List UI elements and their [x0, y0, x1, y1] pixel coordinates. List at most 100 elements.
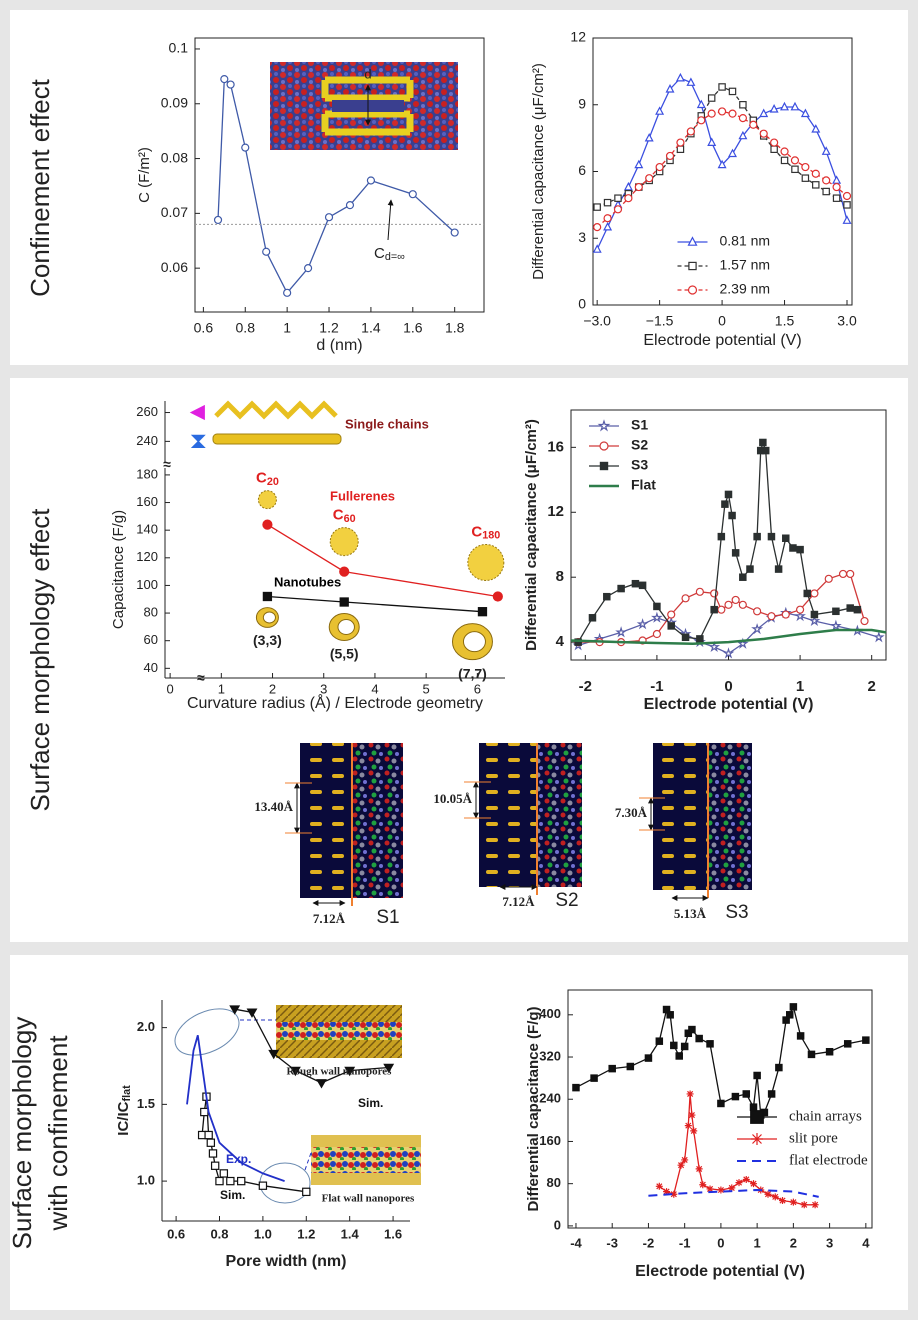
marker	[728, 148, 737, 158]
pore-insets	[174, 1005, 421, 1204]
marker	[676, 145, 685, 154]
marker	[731, 549, 740, 557]
marker	[781, 610, 790, 619]
marker	[750, 1180, 758, 1188]
x-tick-label: 0	[717, 1235, 724, 1250]
point-label-sub: 20	[267, 476, 279, 488]
marker	[810, 589, 819, 598]
marker	[696, 635, 704, 643]
marker	[746, 565, 754, 573]
snapshot-name: S2	[555, 890, 578, 911]
marker	[653, 602, 661, 611]
annotation-sub: d=∞	[385, 251, 405, 263]
marker	[670, 1041, 678, 1050]
marker	[796, 545, 804, 554]
y-tick-label: 3	[578, 229, 586, 245]
marker	[665, 84, 675, 93]
marker	[681, 633, 690, 642]
marker	[675, 72, 685, 82]
snapshot-ions	[352, 743, 403, 898]
marker	[690, 1127, 698, 1135]
group-label: Fullerenes	[330, 488, 395, 503]
nanotube-icon	[462, 631, 486, 653]
marker	[759, 108, 769, 118]
plot-frame	[194, 37, 485, 313]
marker	[731, 595, 740, 605]
marker	[822, 176, 831, 185]
marker	[707, 109, 716, 118]
marker	[696, 99, 706, 109]
y-tick-label: 240	[539, 1091, 561, 1106]
marker	[200, 1107, 209, 1117]
y-tick-label: 4	[556, 633, 565, 650]
y-tick-label: 80	[547, 1175, 561, 1190]
marker	[750, 1110, 764, 1124]
marker	[738, 113, 748, 123]
panel	[10, 10, 908, 365]
series-line	[648, 1188, 819, 1198]
point-label: (5,5)	[330, 646, 359, 662]
marker	[615, 626, 627, 638]
marker	[603, 222, 613, 231]
marker	[652, 629, 662, 639]
marker	[681, 594, 690, 603]
marker	[739, 573, 747, 581]
marker	[339, 597, 349, 607]
marker	[608, 1064, 616, 1073]
marker	[742, 1175, 750, 1183]
marker	[842, 215, 852, 224]
marker	[208, 1149, 218, 1158]
x-tick-label: 2	[868, 678, 876, 695]
marker	[241, 143, 250, 152]
x-axis-label: Electrode potential (V)	[643, 332, 801, 349]
y-tick-label: 9	[578, 95, 586, 111]
y-axis-label-sub: flat	[121, 1085, 133, 1102]
marker	[749, 120, 758, 129]
marker	[751, 1133, 763, 1145]
marker	[686, 1090, 694, 1098]
marker	[779, 1197, 787, 1205]
marker	[838, 569, 848, 579]
y-axis-label: Differential capacitance (μF/cm²)	[523, 419, 540, 651]
marker	[708, 640, 721, 652]
marker	[210, 1161, 220, 1170]
marker	[728, 109, 737, 118]
marker	[599, 441, 609, 451]
marker	[846, 569, 855, 579]
y-axis-label: Capacitance (F/g)	[110, 510, 127, 629]
fullerene-icon	[257, 490, 277, 510]
x-tick-label: -2	[579, 678, 592, 695]
marker	[718, 83, 726, 91]
y-tick-label: 12	[570, 29, 586, 45]
marker	[655, 106, 665, 115]
pore-inset	[270, 62, 458, 150]
marker	[769, 104, 779, 113]
x-tick-label: 0	[167, 681, 174, 696]
marker	[736, 637, 749, 649]
marker	[782, 534, 790, 542]
inset-caption: Flat wall nanopores	[322, 1193, 415, 1205]
snapshot-electrode	[300, 743, 352, 898]
marker	[206, 1138, 216, 1147]
marker	[753, 532, 761, 541]
legend-label: Flat	[631, 477, 656, 493]
y-axis-label: C (F/m²)	[136, 147, 153, 203]
marker	[688, 1025, 696, 1034]
marker	[663, 1188, 671, 1196]
marker	[189, 404, 205, 421]
marker	[687, 285, 698, 295]
section-label: Surface morphology	[7, 1017, 37, 1250]
marker	[774, 565, 783, 573]
marker	[634, 159, 644, 169]
x-tick-label: 1	[283, 320, 291, 336]
section-label: with confinement	[43, 1035, 73, 1232]
point-label-sub: 180	[482, 530, 500, 542]
x-tick-label: 6	[474, 681, 481, 696]
plot-frame	[567, 989, 873, 1229]
marker	[807, 1050, 816, 1059]
marker	[710, 605, 718, 614]
marker	[645, 174, 654, 183]
depth-label: 7.12Å	[502, 894, 535, 909]
marker	[590, 1074, 598, 1082]
